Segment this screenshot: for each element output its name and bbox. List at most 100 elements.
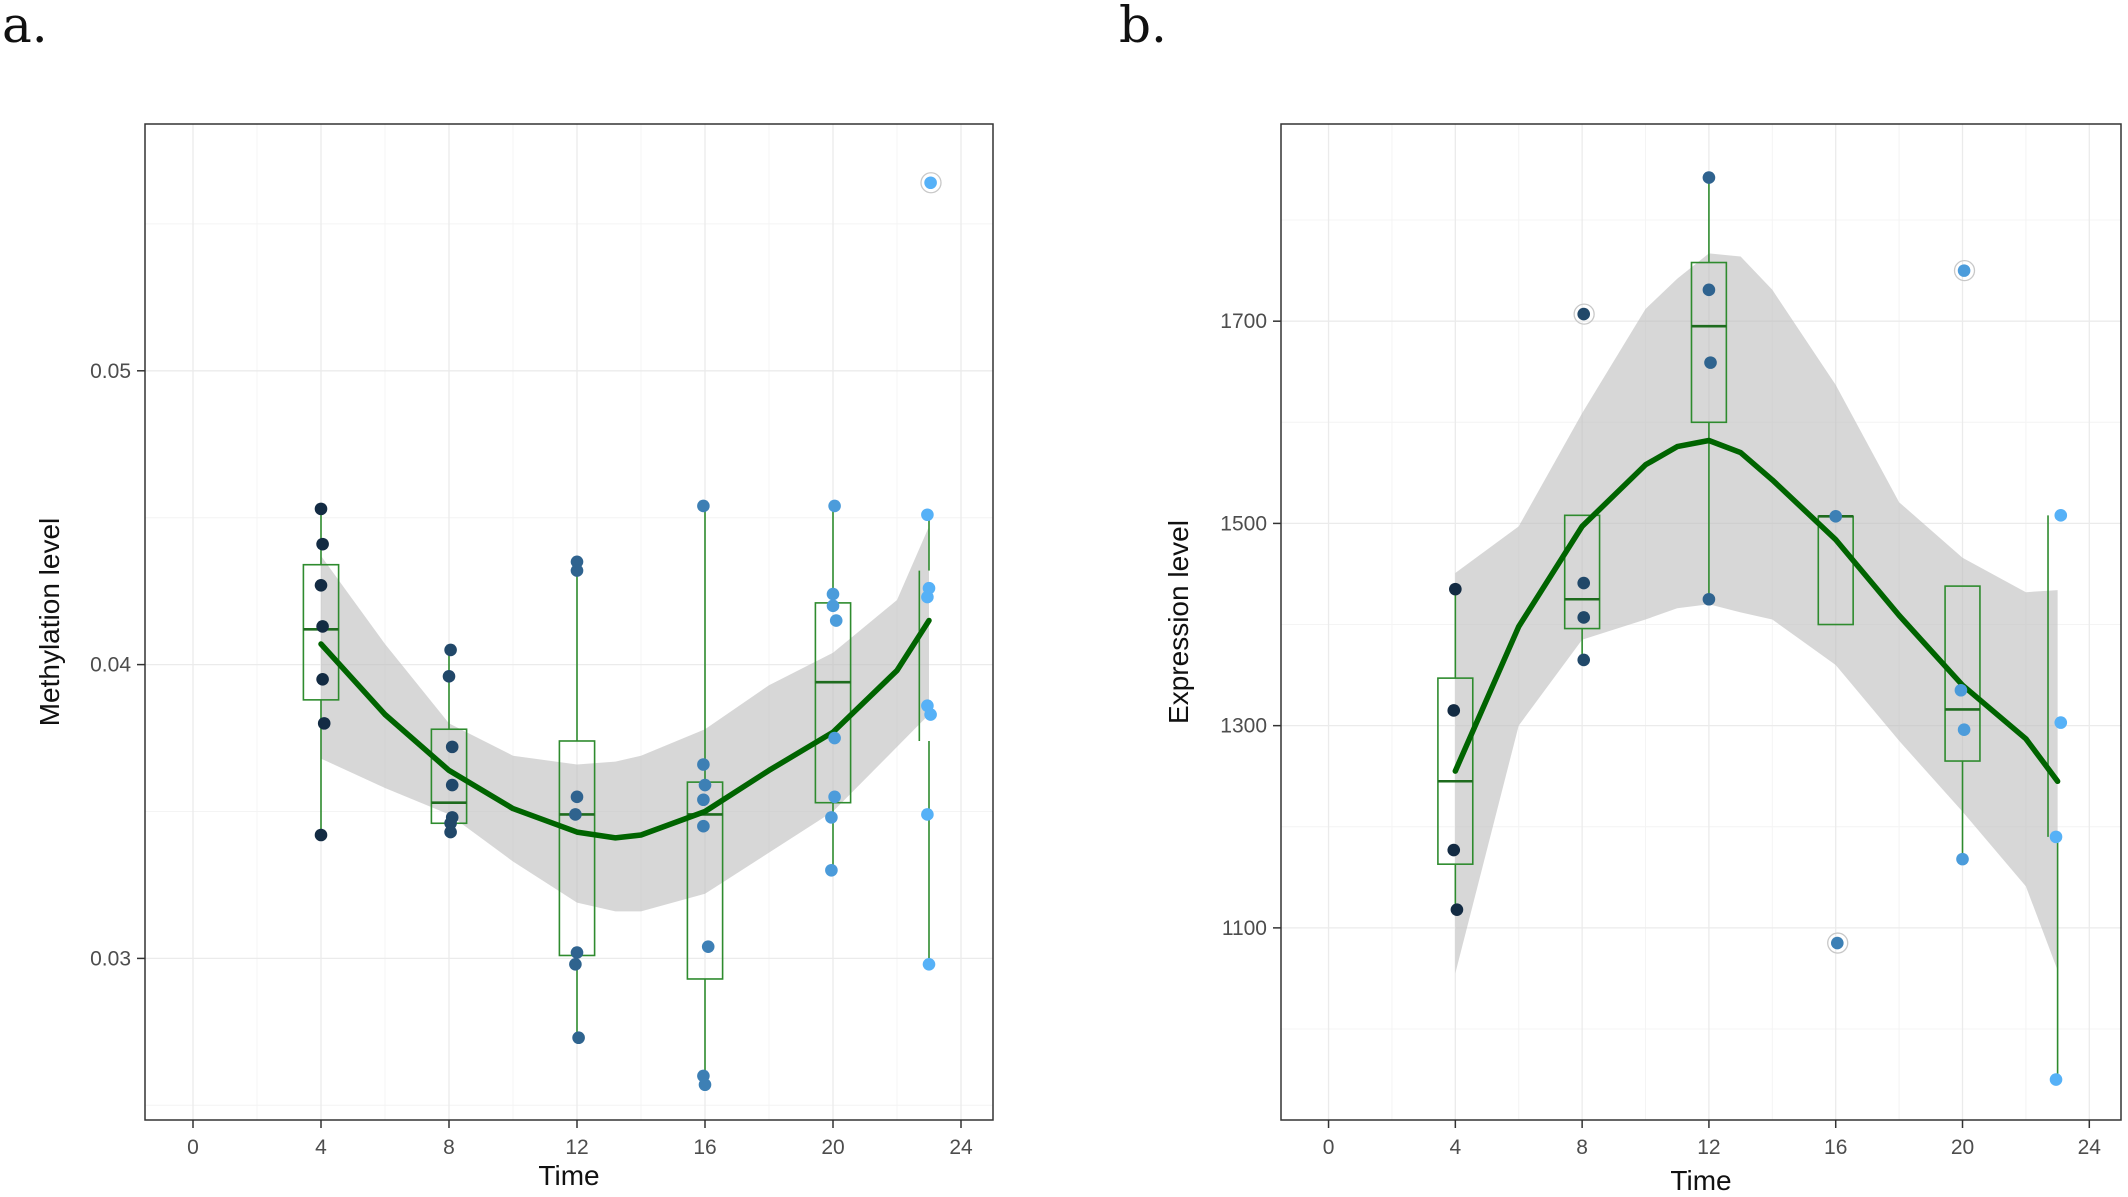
data-point (316, 537, 329, 551)
x-tick-label: 16 (693, 1136, 716, 1159)
data-point (572, 1031, 585, 1045)
boxplot-t12 (1690, 177, 1728, 600)
data-point (316, 620, 329, 633)
data-point (826, 599, 840, 613)
y-tick-label: 1500 (1220, 512, 1267, 535)
data-point (444, 825, 457, 839)
panel-label: b. (1119, 0, 1167, 54)
y-axis-title: Expression level (1163, 520, 1194, 724)
data-point (697, 499, 710, 513)
data-point (1957, 264, 1971, 277)
x-tick-label: 24 (949, 1136, 973, 1159)
outlier-marker (1953, 259, 1976, 282)
data-point (570, 790, 584, 804)
data-point (445, 740, 459, 754)
data-point (829, 614, 843, 627)
outlier-marker (1573, 303, 1595, 325)
data-point (921, 508, 934, 522)
data-point (924, 176, 937, 190)
box-iqr (1563, 514, 1601, 630)
data-point (314, 828, 328, 842)
x-tick-label: 0 (187, 1136, 199, 1159)
panel-border (1280, 123, 2122, 1121)
x-tick-label: 24 (2078, 1136, 2102, 1159)
data-point (1577, 653, 1591, 667)
data-point (569, 808, 582, 821)
x-axis-title: Time (1670, 1165, 1731, 1196)
panel-a-methylation: a. 0 4 8 12 16 20 24 0.03 0.04 0.05 Time Methylation… (2, 0, 994, 1191)
y-tick-label: 1700 (1220, 310, 1267, 333)
data-point (317, 717, 331, 730)
data-point (825, 863, 838, 877)
grid-lines (145, 124, 993, 1120)
data-point (1449, 582, 1462, 596)
x-axis: 0 4 8 12 16 20 24 (1323, 1120, 2102, 1159)
data-point (1702, 592, 1716, 606)
x-tick-label: 4 (1449, 1136, 1461, 1159)
data-point (2049, 1073, 2063, 1086)
confidence-band (321, 526, 929, 912)
data-point (1956, 852, 1969, 866)
box-iqr (1437, 677, 1474, 865)
boxplot-t23 (918, 514, 930, 965)
data-point (825, 811, 838, 824)
y-tick-label: 0.04 (90, 654, 131, 677)
data-point (826, 587, 840, 601)
y-axis-title: Methylation level (34, 518, 65, 727)
confidence-band (1455, 253, 2058, 974)
x-tick-label: 0 (1323, 1136, 1335, 1159)
outlier-marker (920, 172, 942, 194)
data-point (701, 940, 715, 953)
data-point (698, 778, 712, 792)
data-point (1447, 704, 1461, 717)
data-point (828, 499, 841, 513)
data-point (828, 790, 841, 804)
x-axis: 0 4 8 12 16 20 24 (187, 1120, 973, 1159)
data-point (1577, 576, 1591, 590)
data-point (444, 643, 457, 657)
data-point (921, 808, 934, 821)
data-point (570, 555, 584, 569)
data-point (570, 564, 584, 577)
data-point (1450, 903, 1464, 916)
data-point (1577, 611, 1591, 624)
data-point (828, 731, 841, 745)
data-point (1829, 510, 1843, 523)
data-point (2054, 716, 2068, 729)
data-point (697, 758, 710, 771)
x-axis-title: Time (538, 1160, 599, 1191)
y-tick-label: 0.05 (90, 360, 131, 383)
data-point (442, 670, 456, 683)
x-tick-label: 12 (565, 1136, 588, 1159)
data-point (569, 957, 582, 971)
y-tick-label: 1100 (1222, 917, 1267, 940)
box-iqr (1944, 585, 1981, 762)
x-tick-label: 8 (1576, 1136, 1588, 1159)
data-point (444, 816, 457, 830)
data-point (924, 708, 937, 721)
data-point (697, 819, 710, 833)
data-point (1702, 171, 1716, 184)
x-tick-label: 16 (1824, 1136, 1847, 1159)
y-tick-label: 1300 (1220, 715, 1267, 738)
panel-label: a. (2, 0, 48, 54)
box-iqr (1690, 261, 1728, 424)
boxplots (1437, 177, 2059, 1080)
data-point (570, 946, 584, 959)
data-point (445, 778, 459, 792)
smooth-fit-line (318, 617, 932, 841)
boxplots (302, 172, 942, 1085)
data-point (2049, 830, 2063, 844)
data-point (922, 957, 936, 971)
data-points (314, 176, 937, 1092)
data-point (1831, 936, 1844, 950)
data-point (1447, 843, 1461, 857)
data-point (1954, 683, 1968, 697)
y-axis: 1100 1300 1500 1700 (1220, 310, 1281, 940)
data-point (1577, 307, 1591, 321)
y-tick-label: 0.03 (90, 947, 131, 970)
y-axis: 0.03 0.04 0.05 (90, 360, 145, 970)
data-point (1957, 723, 1971, 736)
outlier-marker (1827, 932, 1849, 954)
